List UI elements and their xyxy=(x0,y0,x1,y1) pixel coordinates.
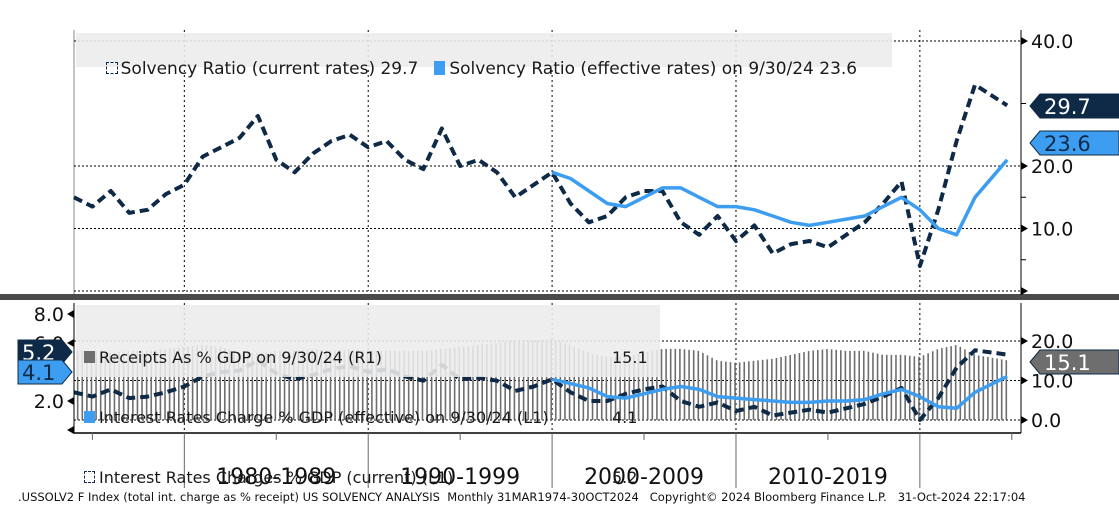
left-axis-tick-label: 2.0 xyxy=(34,391,64,413)
badge-interest-effective xyxy=(17,359,73,385)
legend-solid-blue-icon xyxy=(84,411,95,423)
footer-source-text: .USSOLV2 F Index (total int. charge as %… xyxy=(18,490,1026,504)
badge-receipts-value: 15.1 xyxy=(1044,351,1091,375)
panel-divider xyxy=(0,294,1119,300)
top-axis-tick-label: 20.0 xyxy=(1031,156,1073,178)
value-badges: 29.723.65.24.1 15.1 xyxy=(17,93,1119,385)
legend-solid-blue-icon xyxy=(434,61,446,75)
badge-solvency-current-value: 29.7 xyxy=(1044,95,1091,119)
legend-dashed-icon xyxy=(105,62,118,74)
solvency-effective-line xyxy=(551,158,1009,237)
right-axis-tick-arrow xyxy=(1021,376,1028,385)
top-axis-tick-arrow xyxy=(1021,37,1028,45)
left-axis-tick-arrow xyxy=(67,426,74,434)
left-axis-tick-arrow xyxy=(67,397,74,405)
legend-bar-icon xyxy=(84,351,95,363)
left-axis-tick-arrow xyxy=(67,339,74,347)
badge-receipts xyxy=(1029,349,1119,375)
top-axis-tick-arrow xyxy=(1021,162,1028,170)
top-axis-tick-label: 10.0 xyxy=(1031,219,1073,241)
right-axis-tick-arrow xyxy=(1021,337,1028,345)
x-axis-decade-label: 2010-2019 xyxy=(768,465,888,490)
right-axis-tick-label: 0.0 xyxy=(1031,410,1061,432)
x-axis-decade-label: 2000-2009 xyxy=(584,465,704,490)
top-panel-series xyxy=(73,82,1009,268)
x-axis: 1980-1989 1990-1999 2000-2009 2010-2019 xyxy=(74,432,1021,490)
right-axis-tick-arrow xyxy=(1021,416,1028,424)
legend-interest-current: Interest Rates Charges % GDP (current) (… xyxy=(99,468,454,487)
legend-receipts-value: 15.1 xyxy=(612,348,648,367)
x-axis-decade-label: 1980-1989 xyxy=(216,465,336,490)
legend-interest-current-value: 5.2 xyxy=(612,468,638,487)
right-axis-tick-label: 10.0 xyxy=(1031,371,1073,393)
solvency-current-line xyxy=(73,82,1009,268)
top-axis-tick-label: 40.0 xyxy=(1031,31,1073,53)
interest-effective-line xyxy=(551,374,1008,411)
legend-solvency-effective: Solvency Ratio (effective rates) on 9/30… xyxy=(449,59,858,79)
left-axis-tick-label: 8.0 xyxy=(34,304,64,326)
top-axis-tick-arrow xyxy=(1021,287,1028,295)
bottom-legend: Receipts As % GDP on 9/30/24 (R1) Intere… xyxy=(76,305,660,487)
badge-solvency-effective-value: 23.6 xyxy=(1044,132,1091,156)
right-axis-tick-label: 20.0 xyxy=(1031,331,1073,353)
badge-interest-effective-value: 4.1 xyxy=(22,361,55,385)
badge-solvency-effective xyxy=(1029,130,1119,156)
x-axis-decade-label: 1990-1999 xyxy=(400,465,520,490)
legend-dashed-icon xyxy=(84,471,95,483)
badge-solvency-current xyxy=(1029,93,1119,119)
legend-interest-effective: Interest Rates Charge % GDP (effective) … xyxy=(99,408,549,427)
top-axis-tick-arrow xyxy=(1021,224,1028,233)
top-panel-axis: 40.0 20.0 10.0 xyxy=(1020,30,1073,295)
legend-receipts: Receipts As % GDP on 9/30/24 (R1) xyxy=(99,348,382,367)
legend-solvency-current: Solvency Ratio (current rates) 29.7 xyxy=(120,59,419,79)
top-legend: Solvency Ratio (current rates) 29.7 Solve… xyxy=(76,33,892,79)
left-axis-tick-arrow xyxy=(67,310,74,318)
legend-interest-effective-value: 4.1 xyxy=(612,408,638,427)
